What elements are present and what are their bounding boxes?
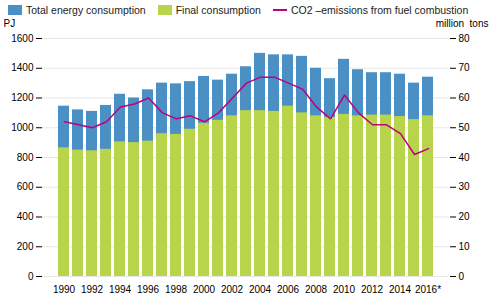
html-text:Final consumption: Final consumption	[175, 4, 261, 16]
svg-text:2016*: 2016*	[415, 284, 441, 295]
svg-text:2010: 2010	[333, 284, 356, 295]
html-text:CO2 –emissions from fuel combu: CO2 –emissions from fuel combustion	[290, 4, 469, 16]
svg-text:2012: 2012	[361, 284, 384, 295]
svg-text:200: 200	[17, 241, 34, 252]
svg-text:1992: 1992	[81, 284, 104, 295]
svg-text:0: 0	[459, 271, 465, 282]
svg-text:PJ: PJ	[4, 18, 16, 29]
svg-text:1990: 1990	[53, 284, 76, 295]
svg-text:1200: 1200	[11, 92, 34, 103]
svg-text:1000: 1000	[11, 122, 34, 133]
svg-text:1994: 1994	[109, 284, 132, 295]
svg-text:2000: 2000	[193, 284, 216, 295]
svg-text:1400: 1400	[11, 62, 34, 73]
svg-text:1996: 1996	[137, 284, 160, 295]
svg-text:40: 40	[459, 152, 471, 163]
svg-text:million tons: million tons	[436, 18, 489, 29]
svg-text:800: 800	[17, 152, 34, 163]
svg-text:20: 20	[459, 211, 471, 222]
svg-text:1998: 1998	[165, 284, 188, 295]
svg-text:2006: 2006	[277, 284, 300, 295]
svg-text:50: 50	[459, 122, 471, 133]
svg-text:2014: 2014	[389, 284, 412, 295]
svg-text:70: 70	[459, 62, 471, 73]
svg-text:600: 600	[17, 181, 34, 192]
html-text:Total energy consumption: Total energy consumption	[26, 4, 146, 16]
svg-text:0: 0	[28, 271, 34, 282]
svg-text:2004: 2004	[249, 284, 272, 295]
svg-text:60: 60	[459, 92, 471, 103]
svg-text:2002: 2002	[221, 284, 244, 295]
svg-text:30: 30	[459, 181, 471, 192]
svg-text:2008: 2008	[305, 284, 328, 295]
svg-text:400: 400	[17, 211, 34, 222]
svg-text:1600: 1600	[11, 33, 34, 44]
svg-text:10: 10	[459, 241, 471, 252]
svg-text:80: 80	[459, 33, 471, 44]
